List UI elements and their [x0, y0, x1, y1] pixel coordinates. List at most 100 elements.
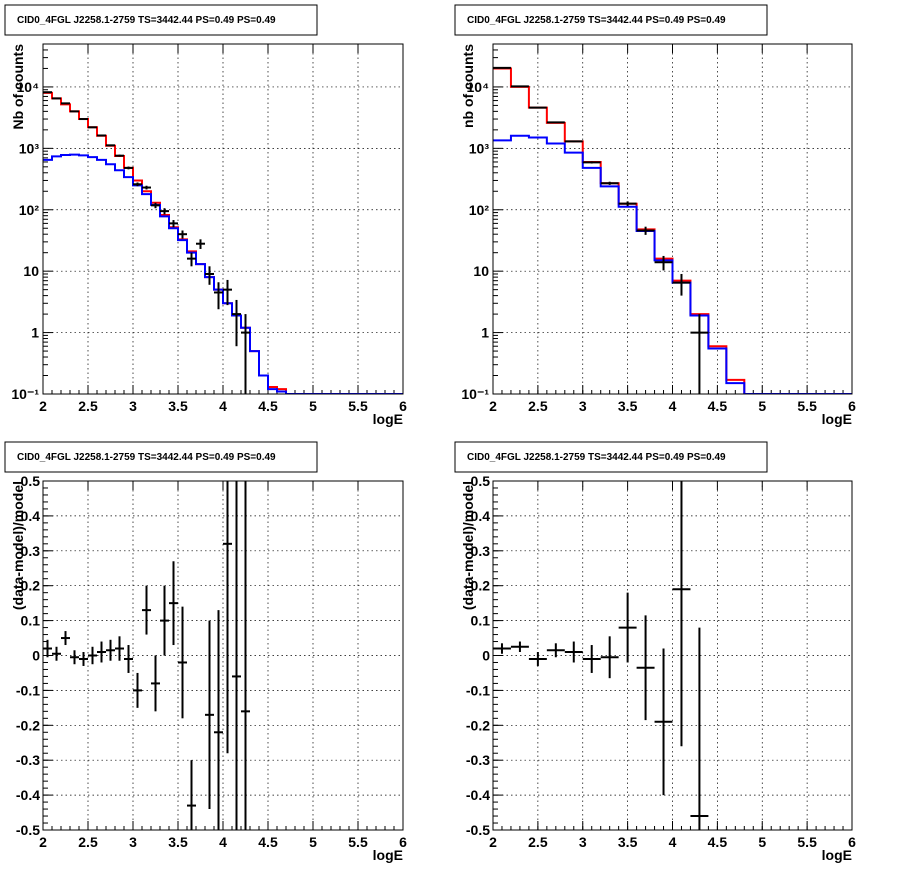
chart-panel-1: CID0_4FGL J2258.1-2759 TS=3442.44 PS=0.4… [4, 4, 407, 427]
x-tick-label: 5 [309, 834, 317, 850]
x-tick-label: 3 [129, 398, 137, 414]
y-tick-label: 0.1 [21, 613, 41, 629]
data-point [61, 631, 70, 646]
data-point [564, 140, 583, 143]
y-tick-label: 0.1 [471, 613, 491, 629]
chart-title: CID0_4FGL J2258.1-2759 TS=3442.44 PS=0.4… [467, 452, 726, 463]
plot-area [43, 91, 403, 394]
y-tick-label: -0.1 [16, 682, 40, 698]
y-tick-label: 0 [482, 648, 490, 664]
y-tick-label: 0.2 [471, 578, 491, 594]
x-tick-label: 2 [489, 398, 497, 414]
data-point [115, 154, 124, 157]
x-tick-label: 4.5 [258, 834, 278, 850]
x-tick-label: 5.5 [348, 398, 368, 414]
data-point [582, 161, 601, 164]
x-tick-label: 4.5 [708, 834, 728, 850]
x-tick-label: 6 [399, 398, 407, 414]
chart-panel-4: CID0_4FGL J2258.1-2759 TS=3442.44 PS=0.4… [454, 441, 856, 863]
x-tick-label: 5 [758, 398, 766, 414]
y-tick-label: 10⁻¹ [11, 386, 39, 402]
data-point [52, 646, 61, 661]
data-point [151, 655, 160, 712]
data-point [205, 266, 214, 285]
y-tick-label: 0.3 [471, 543, 491, 559]
data-point [600, 181, 619, 185]
y-tick-label: -0.5 [16, 822, 40, 838]
data-point [169, 561, 178, 646]
x-tick-label: 2 [39, 398, 47, 414]
data-point [618, 592, 637, 663]
chart-title: CID0_4FGL J2258.1-2759 TS=3442.44 PS=0.4… [17, 15, 276, 26]
y-tick-label: -0.2 [466, 717, 490, 733]
x-tick-label: 2.5 [528, 398, 548, 414]
data-point [546, 121, 565, 124]
data-point [79, 118, 88, 121]
data-point [43, 91, 52, 94]
x-tick-label: 3.5 [168, 398, 188, 414]
x-tick-label: 3.5 [168, 834, 188, 850]
chart-title: CID0_4FGL J2258.1-2759 TS=3442.44 PS=0.4… [467, 15, 726, 26]
data-point [97, 641, 106, 663]
data-point [214, 610, 223, 830]
data-point [528, 106, 547, 109]
title-box [454, 4, 768, 36]
plot-area [43, 481, 250, 830]
plot-frame [492, 480, 853, 831]
x-tick-label: 2.5 [528, 834, 548, 850]
data-point [654, 255, 673, 271]
data-point [178, 606, 187, 719]
data-point [106, 144, 115, 147]
data-point [61, 102, 70, 105]
data-point [672, 481, 691, 747]
data-point [214, 282, 223, 310]
x-tick-label: 3 [129, 834, 137, 850]
chart-panel-2: CID0_4FGL J2258.1-2759 TS=3442.44 PS=0.4… [454, 4, 856, 427]
data-point [223, 279, 232, 306]
y-tick-label: -0.3 [466, 752, 490, 768]
y-tick-label: -0.5 [466, 822, 490, 838]
data-point [43, 639, 52, 658]
x-tick-label: 3 [579, 398, 587, 414]
data-point [690, 627, 709, 830]
data-point [510, 641, 529, 653]
x-tick-label: 2.5 [78, 398, 98, 414]
x-tick-label: 3.5 [618, 398, 638, 414]
data-point [241, 481, 250, 830]
data-point [493, 643, 511, 654]
data-point [52, 97, 61, 100]
plot-frame [492, 43, 853, 395]
x-tick-label: 4 [669, 398, 677, 414]
x-axis-label: logE [822, 847, 852, 863]
chart-panel-3: CID0_4FGL J2258.1-2759 TS=3442.44 PS=0.4… [4, 441, 407, 863]
x-tick-label: 4 [219, 834, 227, 850]
data-point [88, 646, 97, 665]
x-tick-label: 4 [219, 398, 227, 414]
data-point [223, 481, 232, 754]
data-point [124, 645, 133, 673]
x-tick-label: 5.5 [797, 834, 817, 850]
x-tick-label: 6 [399, 834, 407, 850]
chart-title: CID0_4FGL J2258.1-2759 TS=3442.44 PS=0.4… [17, 452, 276, 463]
data-point [232, 299, 241, 347]
data-point [672, 273, 691, 296]
y-tick-label: 0.5 [21, 473, 41, 489]
y-tick-label: 10⁻¹ [461, 386, 489, 402]
data-point [510, 85, 529, 88]
y-tick-label: 10 [473, 263, 489, 279]
y-tick-label: 0.2 [21, 578, 41, 594]
x-tick-label: 3 [579, 834, 587, 850]
y-tick-label: 1 [481, 325, 489, 341]
red-step-histogram [493, 67, 852, 394]
x-tick-label: 2 [39, 834, 47, 850]
y-tick-label: 10³ [19, 140, 40, 156]
x-tick-label: 6 [848, 398, 856, 414]
y-tick-label: 0.4 [21, 508, 41, 524]
data-point [654, 648, 673, 796]
y-tick-label: 0.3 [21, 543, 41, 559]
data-point [636, 615, 655, 721]
data-point [88, 126, 97, 129]
data-point [142, 185, 151, 190]
y-axis-label: (data-model)/model [10, 481, 26, 610]
